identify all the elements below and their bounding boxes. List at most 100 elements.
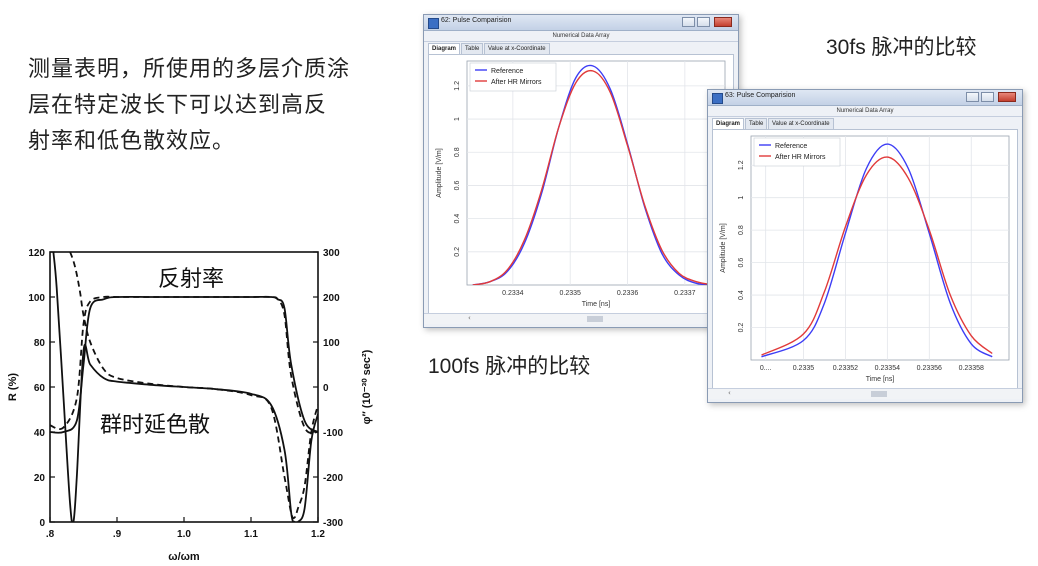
series-line-0: [761, 143, 993, 358]
reflectivity-line-1: [50, 295, 318, 434]
y-tick-label: 0.6: [738, 258, 745, 268]
pulse-window-front: 63: Pulse Comparision Numerical Data Arr…: [707, 89, 1023, 403]
x-tick-label: 0.2335: [793, 365, 815, 372]
y2-axis-label: φ″ (10⁻³⁰ sec²): [361, 349, 373, 424]
window-titlebar: 63: Pulse Comparision: [708, 90, 1022, 106]
legend-box: [753, 137, 841, 167]
y-tick-label: 1: [738, 196, 745, 200]
y-tick-label: 1.2: [454, 81, 461, 91]
y-tick-label: 80: [34, 338, 46, 349]
y-tick-label: 0.4: [454, 214, 461, 224]
y-tick-label: 40: [34, 428, 46, 439]
pulse-window-back: 62: Pulse Comparision Numerical Data Arr…: [423, 14, 739, 328]
y-tick-label: 20: [34, 473, 46, 484]
gdd-line-3: [69, 252, 318, 520]
legend-label: After HR Mirrors: [775, 154, 826, 161]
y2-tick-label: 100: [323, 338, 340, 349]
plot-area: [750, 135, 1010, 361]
close-button[interactable]: [714, 17, 732, 27]
scroll-left-icon[interactable]: ‹: [468, 314, 471, 322]
tab-bar: Diagram Table Value at x-Coordinate: [708, 117, 1022, 129]
tab-value-at-x[interactable]: Value at x-Coordinate: [768, 118, 834, 129]
y-tick-label: 120: [28, 248, 45, 259]
y-tick-label: 0.2: [454, 247, 461, 257]
tab-diagram[interactable]: Diagram: [428, 43, 461, 54]
horizontal-scrollbar[interactable]: ‹: [708, 388, 1022, 399]
reflectivity-gdd-chart: 0 20 40 60 80 100 120 -300 -200 -100 0 100 200 300 .8.…: [7, 248, 373, 563]
scroll-left-icon[interactable]: ‹: [728, 389, 731, 397]
tab-table[interactable]: Table: [745, 118, 768, 129]
x-tick-label: 1.1: [244, 529, 258, 540]
gdd-line-2: [52, 252, 318, 522]
series-line-1: [472, 69, 714, 285]
close-button[interactable]: [998, 92, 1016, 102]
x-tick-label: 0.23352: [833, 365, 858, 372]
tab-bar: Diagram Table Value at x-Coordinate: [424, 42, 738, 54]
legend-label: Reference: [491, 68, 523, 75]
legend-label: Reference: [775, 143, 807, 150]
x-tick-label: 0.2334: [502, 290, 524, 297]
window-title: 63: Pulse Comparision: [725, 92, 796, 99]
x-tick-label: 0.2336: [617, 290, 639, 297]
y-tick-label: 0.2: [738, 323, 745, 333]
window-subtitle: Numerical Data Array: [708, 106, 1022, 117]
tab-value-at-x[interactable]: Value at x-Coordinate: [484, 43, 550, 54]
y-tick-label: 0.8: [454, 147, 461, 157]
x-tick-label: 0.23358: [959, 365, 984, 372]
tab-diagram[interactable]: Diagram: [712, 118, 745, 129]
plot-area: [466, 60, 726, 286]
y-tick-label: 0.6: [454, 180, 461, 190]
y2-tick-label: -300: [323, 518, 343, 529]
series-line-0: [472, 64, 714, 285]
series-line-1: [761, 156, 993, 356]
y2-tick-label: -200: [323, 473, 343, 484]
maximize-button[interactable]: [697, 17, 710, 27]
x-axis-label: Time [ns]: [866, 376, 895, 383]
window-subtitle: Numerical Data Array: [424, 31, 738, 42]
scroll-thumb[interactable]: [587, 316, 603, 322]
x-tick-label: 0.2337: [674, 290, 696, 297]
y-axis-label: Amplitude [V/m]: [720, 223, 727, 272]
legend-label: After HR Mirrors: [491, 79, 542, 86]
annotation-reflectivity: 反射率: [158, 266, 224, 291]
x-tick-label: 1.0: [177, 529, 191, 540]
app-icon: [428, 18, 439, 29]
pulse-chart-100fs[interactable]: 0.2 0.4 0.6 0.8 1 1.2 0.2334 0.2335 0.2336 0.2337…: [428, 54, 734, 314]
x-tick-label: 0.2335: [559, 290, 581, 297]
y2-tick-label: 200: [323, 293, 340, 304]
window-titlebar: 62: Pulse Comparision: [424, 15, 738, 31]
caption-30fs: 30fs 脉冲的比较: [826, 36, 977, 59]
y-tick-label: 60: [34, 383, 46, 394]
y-tick-label: 1: [454, 117, 461, 121]
y2-tick-label: 0: [323, 383, 329, 394]
minimize-button[interactable]: [966, 92, 979, 102]
x-axis-label: ω/ωm: [168, 551, 200, 563]
tab-table[interactable]: Table: [461, 43, 484, 54]
x-tick-label: .9: [113, 529, 122, 540]
paragraph-line-1: 测量表明，所使用的多层介质涂: [28, 57, 351, 82]
minimize-button[interactable]: [682, 17, 695, 27]
x-tick-label: .8: [46, 529, 55, 540]
y-tick-label: 0.4: [738, 290, 745, 300]
maximize-button[interactable]: [981, 92, 994, 102]
y-tick-label: 1.2: [738, 160, 745, 170]
x-tick-label: 0.23354: [875, 365, 900, 372]
y-tick-label: 0.8: [738, 225, 745, 235]
scroll-thumb[interactable]: [871, 391, 887, 397]
pulse-chart-30fs[interactable]: 0.2 0.4 0.6 0.8 1 1.2 0.... 0.2335 0.23352 0.2335…: [712, 129, 1018, 389]
window-title: 62: Pulse Comparision: [441, 17, 512, 24]
y-axis-label: Amplitude [V/m]: [436, 148, 443, 197]
caption-100fs: 100fs 脉冲的比较: [428, 355, 591, 378]
description-paragraph: 测量表明，所使用的多层介质涂 层在特定波长下可以达到高反 射率和低色散效应。: [28, 52, 388, 160]
y-axis-label: R (%): [7, 373, 19, 401]
paragraph-line-3: 射率和低色散效应。: [28, 129, 236, 154]
paragraph-line-2: 层在特定波长下可以达到高反: [28, 93, 328, 118]
y-tick-label: 100: [28, 293, 45, 304]
y2-tick-label: -100: [323, 428, 343, 439]
legend-box: [469, 62, 557, 92]
x-tick-label: 1.2: [311, 529, 325, 540]
x-axis-label: Time [ns]: [582, 301, 611, 308]
horizontal-scrollbar[interactable]: ‹: [424, 313, 738, 324]
y-tick-label: 0: [39, 518, 45, 529]
x-tick-label: 0.23356: [917, 365, 942, 372]
